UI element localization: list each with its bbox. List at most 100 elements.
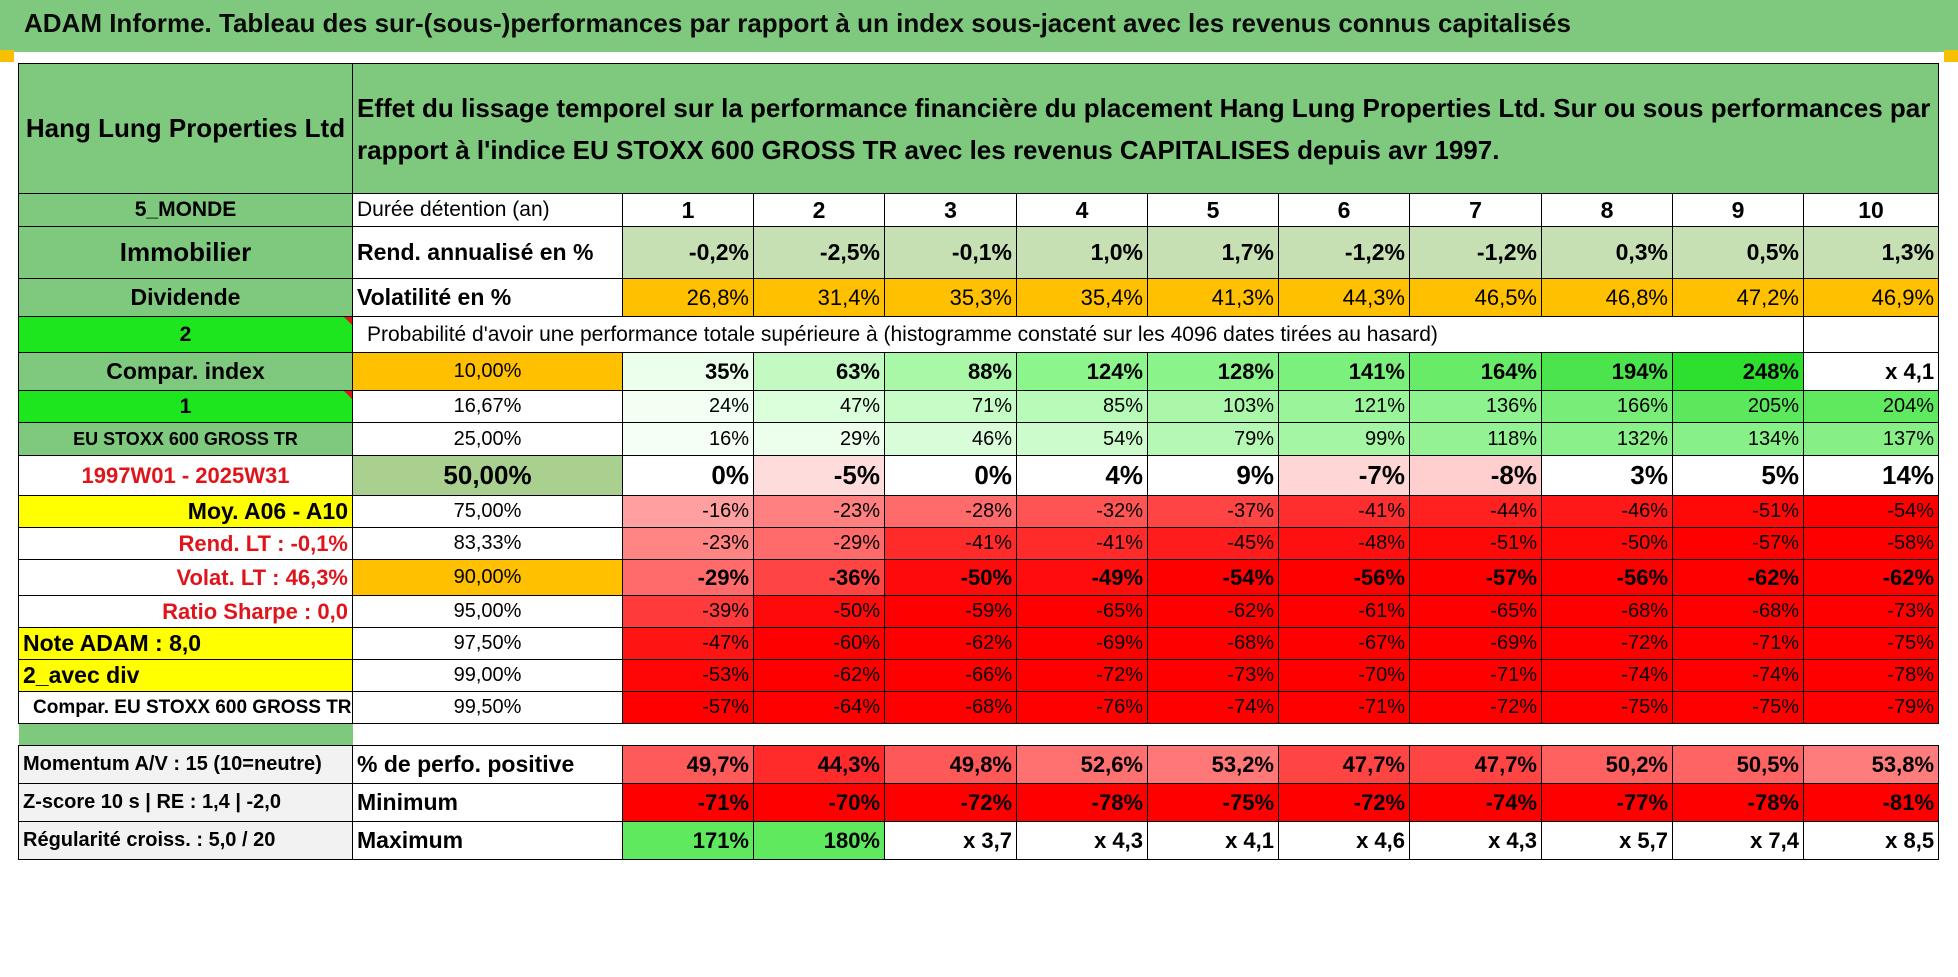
percentile-cell: -5% (753, 455, 885, 496)
percentile-cell: 248% (1672, 352, 1804, 391)
percentile-cell: 136% (1409, 390, 1542, 423)
dividend-mode: 2_avec div (18, 659, 353, 692)
percentile-cell: -29% (622, 559, 754, 596)
year-header: 7 (1409, 193, 1542, 227)
percentile-cell: -72% (1541, 627, 1673, 660)
percentile-cell: -48% (1278, 527, 1410, 560)
maximum-cell: x 4,3 (1016, 821, 1148, 860)
percentile-cell: -41% (884, 527, 1017, 560)
percentile-cell: -74% (1147, 691, 1279, 724)
percentile-cell: 14% (1802, 455, 1940, 496)
percentile-cell: 63% (753, 352, 885, 391)
summary-row: Régularité croiss. : 5,0 / 20 Maximum 171%… (18, 821, 1940, 860)
percentile-cell: -68% (884, 691, 1017, 724)
percentile-cell: 164% (1409, 352, 1542, 391)
percentile-cell: 128% (1147, 352, 1279, 391)
percentile-cell: -79% (1802, 691, 1940, 724)
percentile-cell: -73% (1147, 659, 1279, 692)
percentile-label: 99,00% (352, 659, 623, 692)
percentile-cell: -16% (622, 495, 754, 528)
percentile-label: 10,00% (352, 352, 623, 391)
percentile-cell: 121% (1278, 390, 1410, 423)
minimum-cell: -78% (1672, 783, 1804, 822)
percentile-row: Ratio Sharpe : 0,0 95,00% -39% -50% -59% -65%… (18, 595, 1940, 628)
percentile-cell: -71% (1672, 627, 1804, 660)
sharpe-ratio: Ratio Sharpe : 0,0 (18, 595, 353, 628)
probability-caption: Probabilité d'avoir une performance tota… (352, 316, 1673, 353)
percentile-cell: 29% (753, 422, 885, 456)
region-label: 5_MONDE (18, 193, 353, 227)
percentile-row: Moy. A06 - A10 75,00% -16% -23% -28% -32% -37%… (18, 495, 1940, 528)
percentile-cell: -62% (753, 659, 885, 692)
percentile-cell: -50% (753, 595, 885, 628)
annual-return-cell: 0,5% (1672, 226, 1804, 279)
percentile-cell: -68% (1541, 595, 1673, 628)
percentile-cell: -71% (1409, 659, 1542, 692)
positive-perf-cell: 50,2% (1541, 745, 1673, 784)
year-header: 9 (1672, 193, 1804, 227)
selector-value-1[interactable]: 2 (18, 316, 353, 353)
percentile-cell: -62% (1672, 559, 1804, 596)
maximum-cell: x 8,5 (1802, 821, 1940, 860)
volatility-cell: 44,3% (1278, 278, 1410, 317)
volatility-label: Volatilité en % (352, 278, 623, 317)
maximum-cell: 171% (622, 821, 754, 860)
percentile-label: 90,00% (352, 559, 623, 596)
percentile-label: 25,00% (352, 422, 623, 456)
percentile-cell: 204% (1802, 390, 1940, 423)
percentile-cell: -41% (1016, 527, 1148, 560)
annual-return-label: Rend. annualisé en % (352, 226, 623, 279)
positive-perf-cell: 49,7% (622, 745, 754, 784)
corner-marker (0, 50, 14, 62)
annual-return-cell: -1,2% (1278, 226, 1410, 279)
percentile-cell: -57% (622, 691, 754, 724)
maximum-label: Maximum (352, 821, 623, 860)
annual-return-cell: -1,2% (1409, 226, 1542, 279)
percentile-cell: -45% (1147, 527, 1279, 560)
percentile-cell: -49% (1016, 559, 1148, 596)
percentile-cell: 4% (1016, 455, 1148, 496)
percentile-cell: 3% (1541, 455, 1673, 496)
duration-label: Durée détention (an) (352, 193, 623, 227)
percentile-cell: 35% (622, 352, 754, 391)
percentile-cell: 54% (1016, 422, 1148, 456)
annual-return-cell: -0,2% (622, 226, 754, 279)
percentile-cell: -61% (1278, 595, 1410, 628)
percentile-cell: -51% (1672, 495, 1804, 528)
percentile-cell: -75% (1802, 627, 1940, 660)
title-bar: ADAM Informe. Tableau des sur-(sous-)per… (0, 0, 1958, 54)
percentile-cell: -76% (1016, 691, 1148, 724)
percentile-cell: 24% (622, 390, 754, 423)
percentile-cell: 132% (1541, 422, 1673, 456)
percentile-cell: -23% (622, 527, 754, 560)
year-header: 5 (1147, 193, 1279, 227)
momentum-label: Momentum A/V : 15 (10=neutre) (18, 745, 353, 784)
percentile-row: EU STOXX 600 GROSS TR 25,00% 16% 29% 46% 54% 7… (18, 422, 1940, 456)
average-label: Moy. A06 - A10 (18, 495, 353, 528)
percentile-cell: -78% (1802, 659, 1940, 692)
maximum-cell: x 3,7 (884, 821, 1017, 860)
percentile-cell: -62% (884, 627, 1017, 660)
percentile-cell: -36% (753, 559, 885, 596)
report-description: Effet du lissage temporel sur la perform… (351, 63, 1940, 194)
performance-table: Hang Lung Properties Ltd Effet du lissag… (18, 63, 1940, 860)
percentile-cell: -58% (1802, 527, 1940, 560)
percentile-cell: 166% (1541, 390, 1673, 423)
percentile-label: 95,00% (352, 595, 623, 628)
percentile-cell: -47% (622, 627, 754, 660)
percentile-cell: -66% (884, 659, 1017, 692)
percentile-cell: -39% (622, 595, 754, 628)
maximum-cell: 180% (753, 821, 885, 860)
year-header: 3 (884, 193, 1017, 227)
year-header: 10 (1802, 193, 1940, 227)
percentile-cell: 0% (884, 455, 1017, 496)
percentile-cell: -32% (1016, 495, 1148, 528)
percentile-cell: -69% (1409, 627, 1542, 660)
positive-perf-cell: 47,7% (1278, 745, 1410, 784)
minimum-cell: -72% (884, 783, 1017, 822)
positive-perf-cell: 53,8% (1802, 745, 1940, 784)
positive-perf-cell: 44,3% (753, 745, 885, 784)
percentile-cell: 205% (1672, 390, 1804, 423)
volatility-cell: 46,8% (1541, 278, 1673, 317)
annual-return-cell: -0,1% (884, 226, 1017, 279)
